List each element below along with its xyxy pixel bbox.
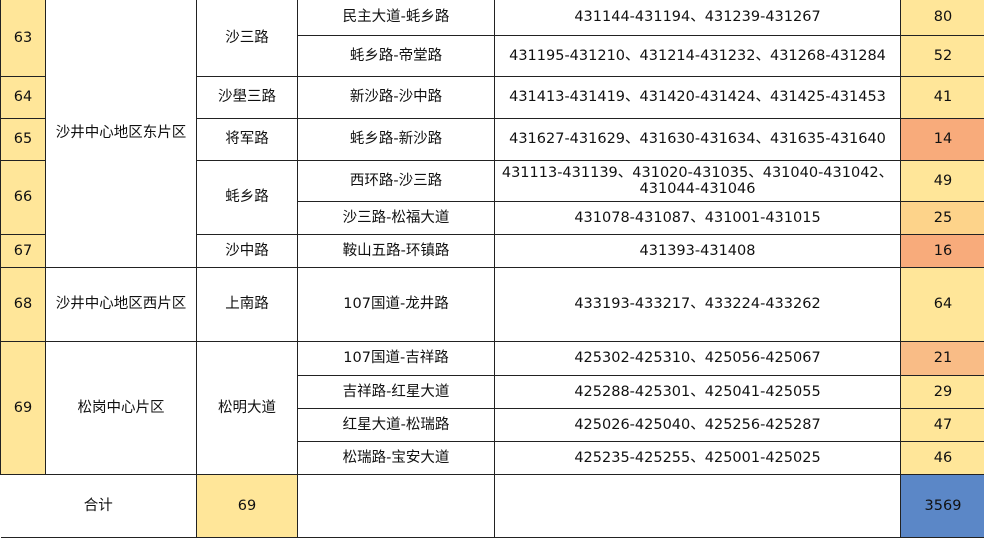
code-range: 431627-431629、431630-431634、431635-43164… [495, 119, 901, 161]
road-name: 将军路 [197, 119, 298, 161]
segment-name: 红星大道-松瑞路 [298, 409, 495, 442]
area-name: 松岗中心片区 [46, 342, 197, 475]
count-cell: 47 [901, 409, 984, 442]
road-name: 上南路 [197, 268, 298, 342]
segment-name: 蚝乡路-帝堂路 [298, 36, 495, 77]
code-range: 433193-433217、433224-433262 [495, 268, 901, 342]
table-row: 69 松岗中心片区 松明大道 107国道-吉祥路 425302-425310、4… [1, 342, 984, 376]
road-name: 松明大道 [197, 342, 298, 475]
code-range: 431413-431419、431420-431424、431425-43145… [495, 77, 901, 119]
code-range: 431144-431194、431239-431267 [495, 0, 901, 36]
count-cell: 52 [901, 36, 984, 77]
count-cell: 25 [901, 202, 984, 235]
segment-name: 新沙路-沙中路 [298, 77, 495, 119]
road-name: 蚝乡路 [197, 161, 298, 235]
segment-name: 鞍山五路-环镇路 [298, 235, 495, 268]
road-name: 沙中路 [197, 235, 298, 268]
row-number: 64 [1, 77, 46, 119]
road-name: 沙壆三路 [197, 77, 298, 119]
code-range: 431078-431087、431001-431015 [495, 202, 901, 235]
count-cell: 49 [901, 161, 984, 202]
row-number: 68 [1, 268, 46, 342]
road-name: 沙三路 [197, 0, 298, 77]
area-name: 沙井中心地区西片区 [46, 268, 197, 342]
code-range: 431195-431210、431214-431232、431268-43128… [495, 36, 901, 77]
row-number: 67 [1, 235, 46, 268]
row-number: 63 [1, 0, 46, 77]
code-range: 425235-425255、425001-425025 [495, 442, 901, 475]
table-row: 68 沙井中心地区西片区 上南路 107国道-龙井路 433193-433217… [1, 268, 984, 342]
row-number: 66 [1, 161, 46, 235]
count-cell: 41 [901, 77, 984, 119]
segment-name: 107国道-吉祥路 [298, 342, 495, 376]
count-cell: 46 [901, 442, 984, 475]
segment-name: 沙三路-松福大道 [298, 202, 495, 235]
count-cell: 80 [901, 0, 984, 36]
segment-name: 松瑞路-宝安大道 [298, 442, 495, 475]
code-range: 425302-425310、425056-425067 [495, 342, 901, 376]
segment-name: 107国道-龙井路 [298, 268, 495, 342]
row-number: 69 [1, 342, 46, 475]
table-row: 63 沙井中心地区东片区 沙三路 民主大道-蚝乡路 431144-431194、… [1, 0, 984, 36]
total-count: 69 [197, 475, 298, 538]
segment-name: 蚝乡路-新沙路 [298, 119, 495, 161]
segment-name: 民主大道-蚝乡路 [298, 0, 495, 36]
total-sum: 3569 [901, 475, 984, 538]
empty-cell [298, 475, 495, 538]
area-name: 沙井中心地区东片区 [46, 0, 197, 268]
code-range: 425288-425301、425041-425055 [495, 376, 901, 409]
code-range: 431113-431139、431020-431035、431040-43104… [495, 161, 901, 202]
empty-cell [495, 475, 901, 538]
count-cell: 29 [901, 376, 984, 409]
count-cell: 16 [901, 235, 984, 268]
segment-name: 吉祥路-红星大道 [298, 376, 495, 409]
count-cell: 21 [901, 342, 984, 376]
row-number: 65 [1, 119, 46, 161]
count-cell: 64 [901, 268, 984, 342]
total-row: 合计 69 3569 [1, 475, 984, 538]
code-range: 425026-425040、425256-425287 [495, 409, 901, 442]
segment-name: 西环路-沙三路 [298, 161, 495, 202]
total-label: 合计 [1, 475, 197, 538]
count-cell: 14 [901, 119, 984, 161]
code-range: 431393-431408 [495, 235, 901, 268]
